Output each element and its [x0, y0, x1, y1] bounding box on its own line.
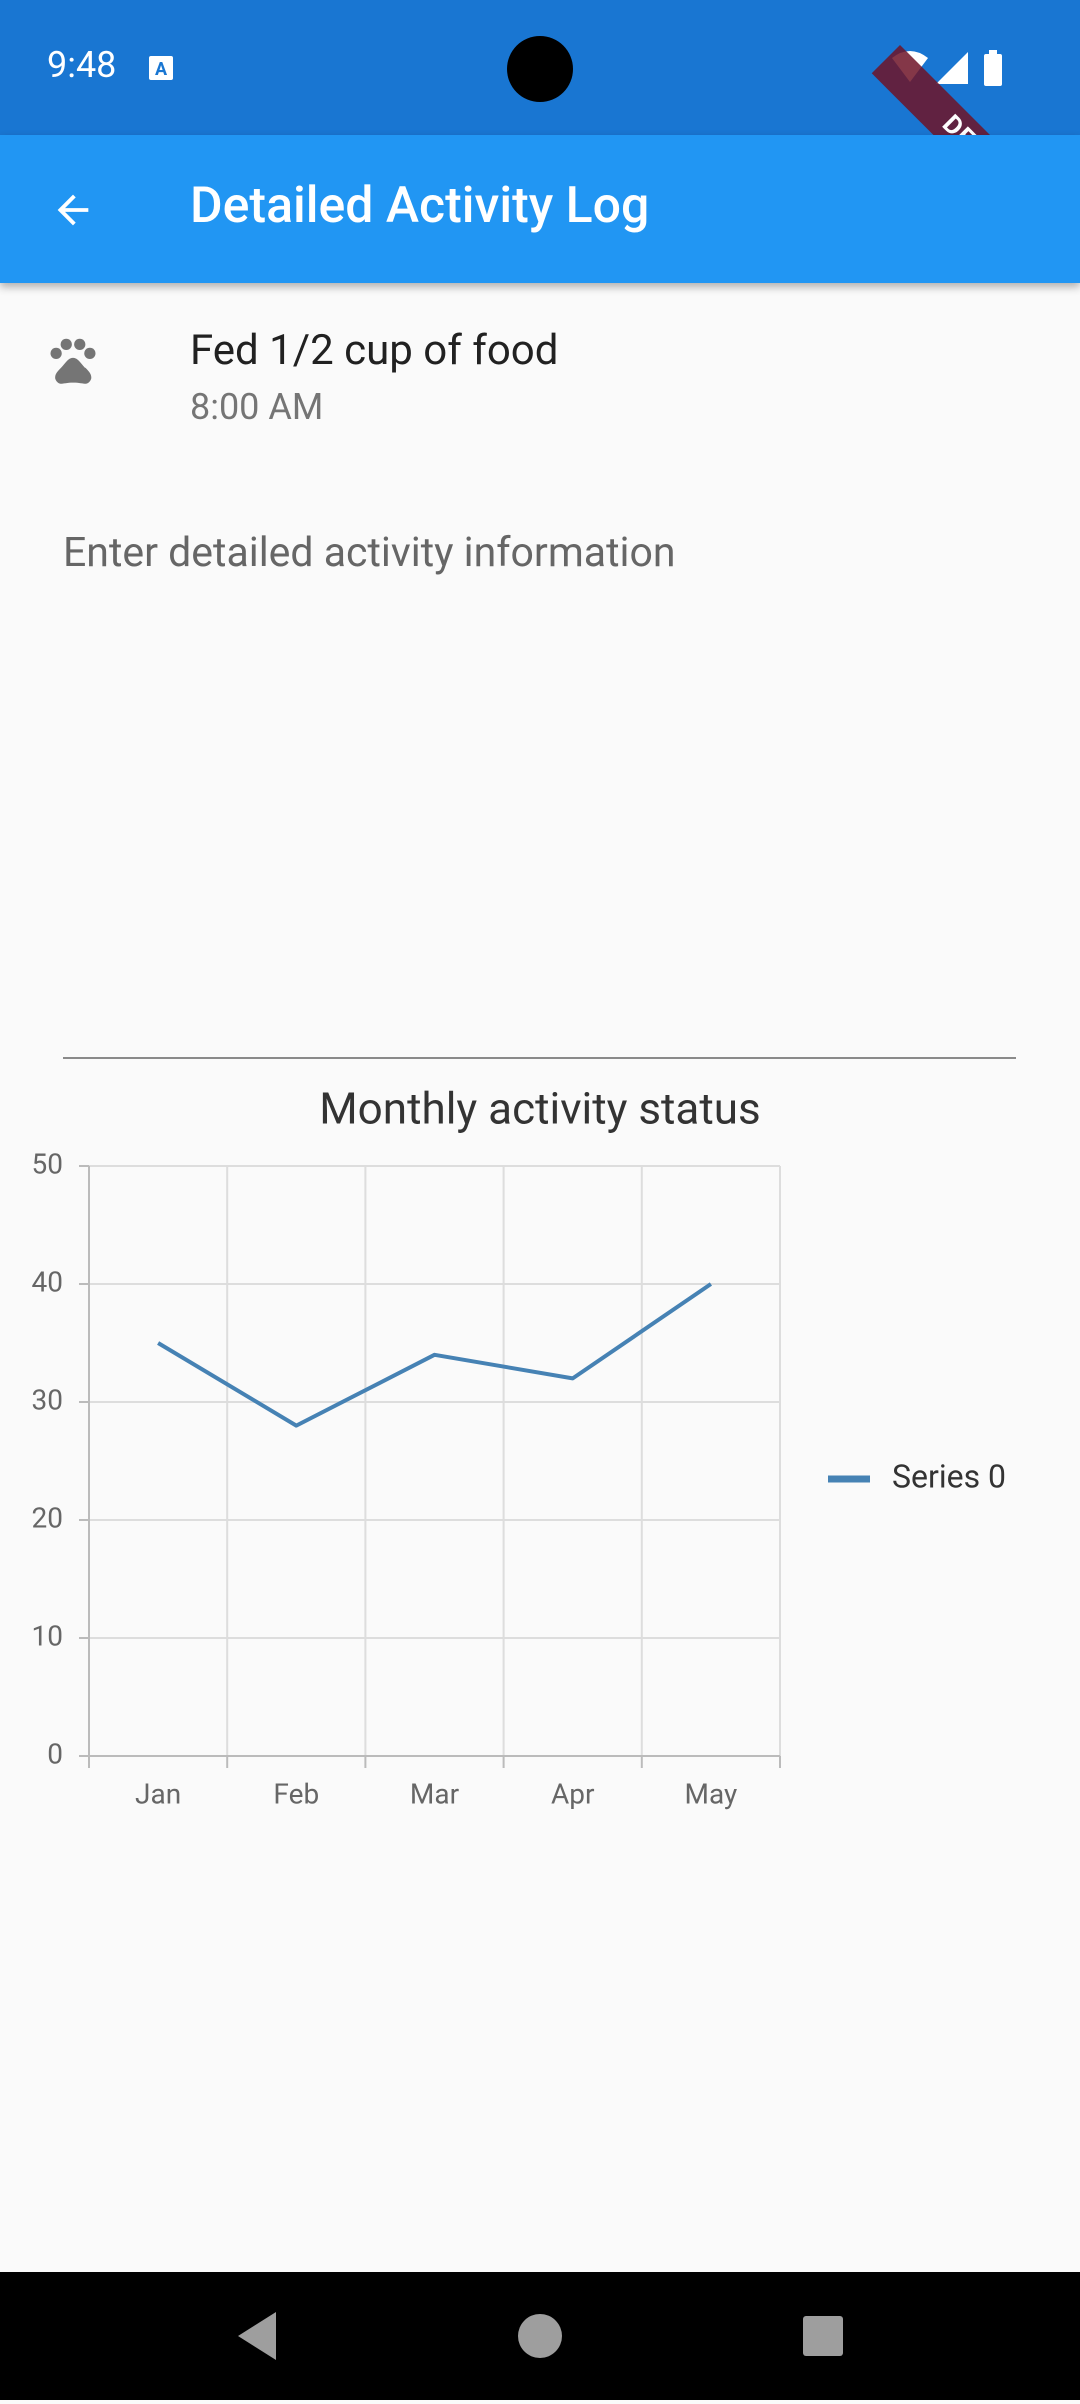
app-bar: Detailed Activity Log: [0, 135, 1080, 283]
input-underline: [63, 1057, 1016, 1059]
activity-title: Fed 1/2 cup of food: [190, 326, 559, 375]
back-button[interactable]: [50, 187, 96, 233]
status-bar: 9:48 A DEBUG: [0, 0, 1080, 258]
y-tick-label: 20: [32, 1501, 63, 1534]
activity-input[interactable]: Enter detailed activity information: [63, 525, 1016, 1055]
navigation-bar: [0, 2272, 1080, 2400]
y-tick-label: 50: [32, 1147, 63, 1180]
y-tick-label: 10: [32, 1619, 63, 1652]
clock: 9:48: [47, 44, 117, 86]
x-tick-label: May: [685, 1777, 738, 1810]
x-tick-label: Mar: [410, 1777, 460, 1810]
series-line: [157, 1282, 713, 1428]
activity-item[interactable]: Fed 1/2 cup of food 8:00 AM: [0, 300, 1080, 450]
y-tick-label: 0: [47, 1737, 63, 1770]
activity-time: 8:00 AM: [190, 386, 324, 428]
nav-back[interactable]: [238, 2312, 276, 2360]
svg-text:A: A: [155, 59, 168, 80]
chart-title: Monthly activity status: [319, 1083, 760, 1135]
nav-icons: [238, 2312, 843, 2360]
x-tick-label: Apr: [551, 1777, 595, 1810]
input-placeholder: Enter detailed activity information: [63, 529, 676, 577]
chart: Monthly activity status 0 10 20 30 40 50 Jan Fe…: [32, 1083, 1006, 1811]
y-tick-label: 30: [32, 1383, 63, 1416]
x-tick-label: Feb: [273, 1777, 319, 1810]
y-tick-label: 40: [32, 1265, 63, 1298]
nav-recents[interactable]: [803, 2316, 843, 2356]
legend-label: Series 0: [892, 1457, 1006, 1495]
notification-icon: A: [149, 56, 173, 80]
x-tick-label: Jan: [135, 1777, 181, 1810]
nav-home[interactable]: [518, 2314, 562, 2358]
paw-icon: [50, 338, 96, 384]
app-bar-title: Detailed Activity Log: [190, 177, 650, 235]
camera-cutout: [507, 36, 573, 102]
